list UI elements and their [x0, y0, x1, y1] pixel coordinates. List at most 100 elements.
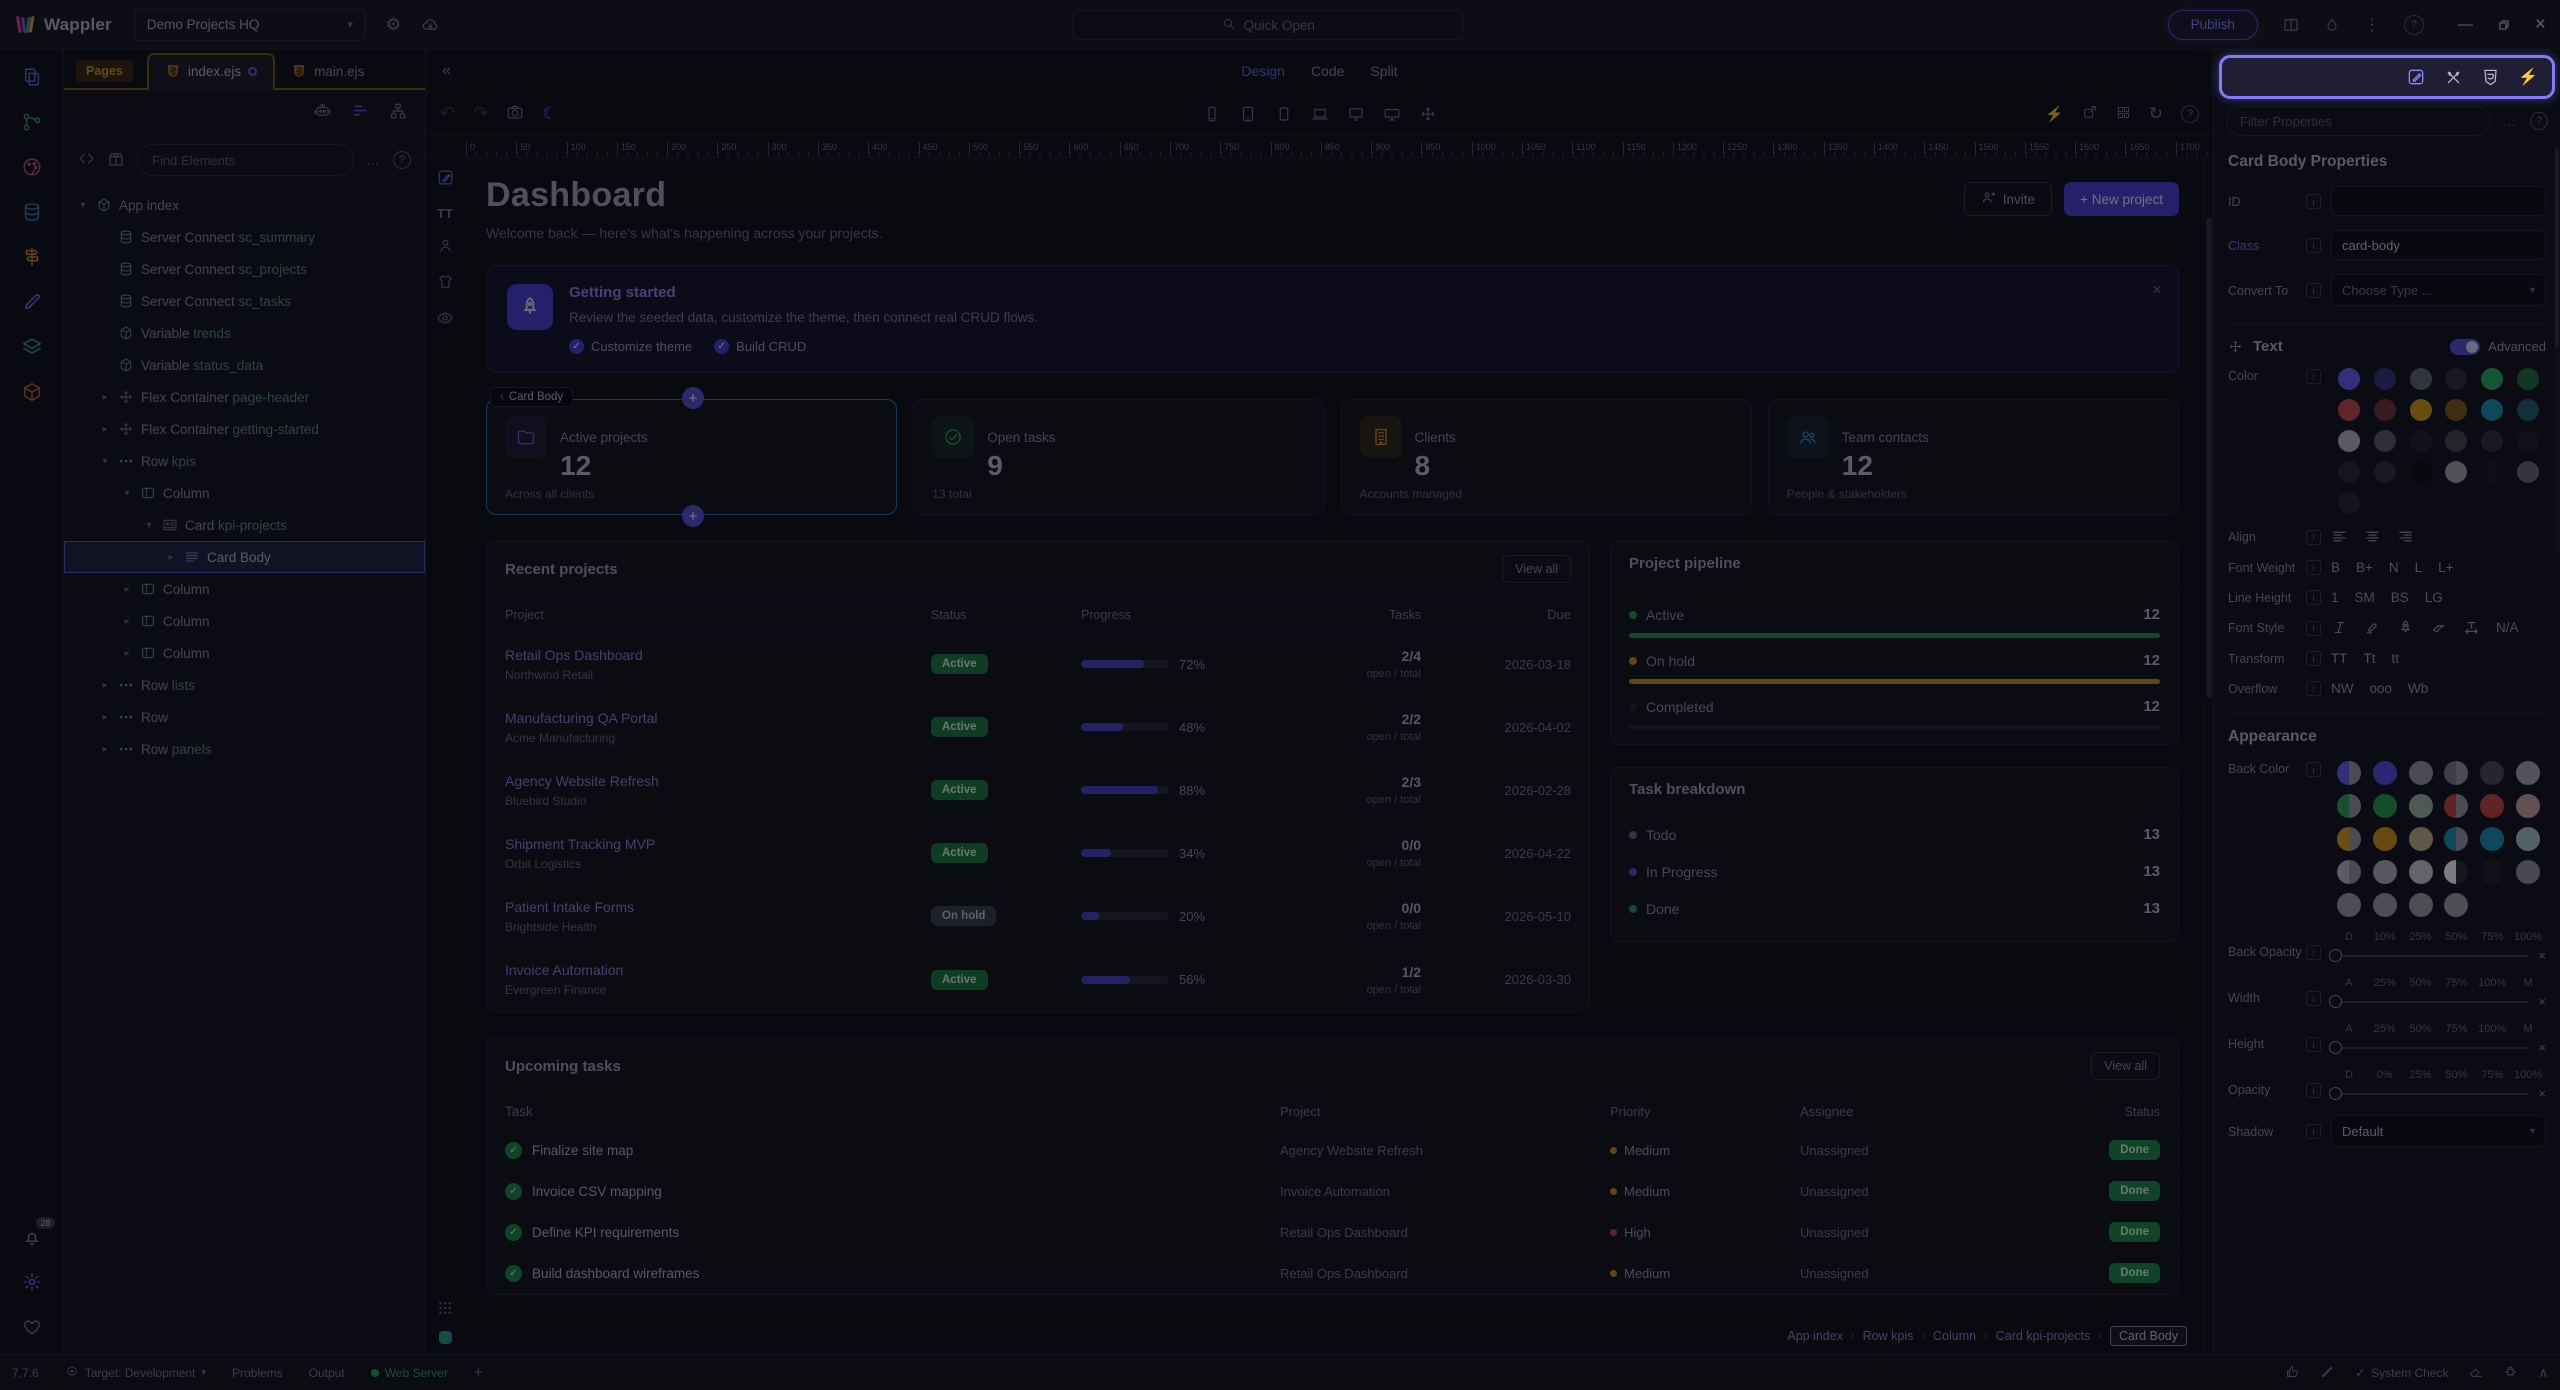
scale-stop[interactable]: 25% [2367, 977, 2403, 989]
class-input[interactable] [2331, 230, 2546, 260]
add-element-button[interactable]: + [682, 387, 704, 409]
back-color-swatch[interactable] [2409, 827, 2433, 851]
new-project-button[interactable]: + New project [2064, 182, 2179, 216]
color-swatch[interactable] [2338, 368, 2360, 390]
redo-icon[interactable]: ↷ [473, 103, 488, 124]
back-color-swatch[interactable] [2516, 860, 2540, 884]
project-settings-icon[interactable]: ⚙ [386, 15, 401, 35]
scale-stop[interactable]: 75% [2438, 1023, 2474, 1035]
clear-icon[interactable]: × [2538, 1086, 2546, 1101]
theme-tool-icon[interactable] [437, 273, 454, 293]
scale-stop[interactable]: D [2331, 1069, 2367, 1081]
tree-item[interactable]: ▸Column [64, 605, 425, 637]
back-color-swatch[interactable] [2444, 827, 2468, 851]
scale-stop[interactable]: 50% [2438, 931, 2474, 943]
notifications-icon[interactable]: 28 [17, 1222, 47, 1252]
git-icon[interactable] [17, 107, 47, 137]
desktop-preview-icon[interactable] [1347, 105, 1365, 123]
scale-stop[interactable]: D [2331, 931, 2367, 943]
tree-chevron-icon[interactable]: ▾ [121, 488, 133, 499]
outline-view-icon[interactable] [352, 102, 369, 122]
color-swatch[interactable] [2338, 492, 2360, 514]
theme-droplet-icon[interactable] [2324, 17, 2340, 33]
tree-item[interactable]: ▸Flex Container getting-started [64, 413, 425, 445]
sitemap-view-icon[interactable] [389, 102, 407, 123]
kpi-card[interactable]: Team contacts12People & stakeholders [1768, 399, 2179, 515]
project-link[interactable]: Manufacturing QA Portal [505, 710, 931, 726]
rocket-icon[interactable] [2397, 619, 2414, 636]
scale-stop[interactable]: 25% [2403, 1069, 2439, 1081]
color-swatch[interactable] [2410, 461, 2432, 483]
scale-stop[interactable]: 75% [2474, 931, 2510, 943]
slider[interactable] [2331, 1047, 2528, 1049]
back-color-swatch[interactable] [2409, 761, 2433, 785]
option-1[interactable]: 1 [2331, 590, 2339, 605]
color-swatch[interactable] [2374, 430, 2396, 452]
pages-badge[interactable]: Pages [76, 60, 133, 82]
option-NW[interactable]: NW [2331, 681, 2354, 696]
help-icon[interactable]: ? [2530, 112, 2548, 130]
theme-color-chip[interactable] [439, 1331, 452, 1344]
tab-main-ejs[interactable]: main.ejs [275, 55, 380, 88]
option-LG[interactable]: LG [2425, 590, 2443, 605]
scale-stop[interactable]: A [2331, 1023, 2367, 1035]
database-icon[interactable] [17, 197, 47, 227]
task-check-icon[interactable]: ✓ [505, 1183, 522, 1200]
settings-icon[interactable] [17, 1267, 47, 1297]
scale-stop[interactable]: 100% [2510, 931, 2546, 943]
back-color-swatch[interactable] [2373, 794, 2397, 818]
restore-button[interactable] [2497, 18, 2511, 32]
option-L[interactable]: L+ [2438, 560, 2453, 575]
selection-tag[interactable]: ‹Card Body [490, 387, 573, 407]
eraser-icon[interactable] [2468, 1364, 2483, 1382]
back-color-swatch[interactable] [2444, 794, 2468, 818]
color-swatch[interactable] [2374, 461, 2396, 483]
kpi-card[interactable]: Clients8Accounts managed [1341, 399, 1752, 515]
layout-columns-icon[interactable] [2282, 16, 2300, 34]
id-input[interactable] [2331, 186, 2546, 216]
components-grid-icon[interactable] [2116, 105, 2131, 123]
breadcrumb-link[interactable]: Card kpi-projects [1996, 1329, 2090, 1343]
option-N[interactable]: N [2389, 560, 2399, 575]
sponsor-icon[interactable] [17, 1312, 47, 1342]
back-color-swatch[interactable] [2373, 860, 2397, 884]
moveicon-preview-icon[interactable] [1419, 105, 1437, 123]
grid-toggle-icon[interactable] [437, 1300, 453, 1319]
shadow-select[interactable]: Default▾ [2331, 1115, 2546, 1147]
slider-knob[interactable] [2329, 995, 2342, 1008]
tablet-preview-icon[interactable] [1239, 105, 1257, 123]
class-label[interactable]: Class [2228, 238, 2306, 253]
cloud-sync-icon[interactable] [421, 15, 440, 34]
project-link[interactable]: Patient Intake Forms [505, 899, 931, 915]
color-swatch[interactable] [2338, 461, 2360, 483]
components-icon[interactable] [107, 150, 125, 171]
slider[interactable] [2331, 1093, 2528, 1095]
tab-index-ejs[interactable]: index.ejs [147, 53, 275, 90]
refresh-icon[interactable]: ↻ [2149, 104, 2163, 124]
kpi-card[interactable]: Open tasks913 total [913, 399, 1324, 515]
code-tag-icon[interactable] [78, 150, 95, 170]
scale-stop[interactable]: 50% [2403, 977, 2439, 989]
banner-close-icon[interactable]: × [2152, 280, 2162, 300]
alignR-icon[interactable] [2397, 528, 2414, 545]
tree-item[interactable]: ▾App index [64, 189, 425, 221]
tree-chevron-icon[interactable]: ▾ [77, 200, 89, 211]
phablet-preview-icon[interactable] [1275, 105, 1293, 123]
docker-icon[interactable] [17, 377, 47, 407]
breadcrumb-current[interactable]: Card Body [2110, 1326, 2187, 1346]
back-color-swatch[interactable] [2337, 893, 2361, 917]
accessibility-tool-icon[interactable] [437, 237, 454, 257]
tree-chevron-icon[interactable]: ▸ [121, 648, 133, 659]
add-element-button[interactable]: + [682, 505, 704, 527]
tree-item-selected[interactable]: ▸Card Body [64, 541, 425, 573]
color-swatch[interactable] [2445, 368, 2467, 390]
scale-stop[interactable]: 75% [2474, 1069, 2510, 1081]
quick-open-button[interactable]: Quick Open [1072, 10, 1464, 40]
widescreen-preview-icon[interactable] [1383, 105, 1401, 123]
color-swatch[interactable] [2517, 430, 2539, 452]
task-check-icon[interactable]: ✓ [505, 1265, 522, 1282]
color-swatch[interactable] [2445, 461, 2467, 483]
color-swatch[interactable] [2410, 368, 2432, 390]
tree-chevron-icon[interactable]: ▸ [121, 616, 133, 627]
color-swatch[interactable] [2374, 368, 2396, 390]
